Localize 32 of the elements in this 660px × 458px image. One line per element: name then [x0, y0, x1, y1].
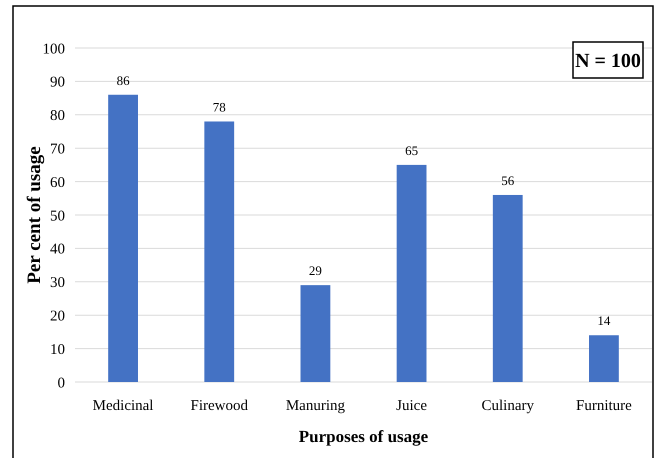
y-tick-label: 60: [50, 174, 65, 191]
bar: [204, 121, 234, 382]
data-label: 56: [501, 172, 515, 188]
y-tick-label: 80: [50, 108, 65, 124]
data-label: 86: [116, 72, 130, 88]
x-tick-label: Juice: [396, 398, 428, 414]
x-tick-label: Furniture: [576, 398, 632, 414]
y-tick-label: 40: [50, 242, 65, 258]
x-axis-title: Purposes of usage: [298, 427, 429, 446]
x-tick-label: Firewood: [190, 398, 248, 414]
bar: [108, 94, 138, 382]
data-label: 78: [212, 99, 226, 114]
y-tick-label: 50: [50, 208, 65, 224]
y-tick-label: 20: [50, 308, 65, 324]
data-label: 65: [405, 142, 418, 158]
data-label: 29: [308, 263, 322, 278]
bar: [396, 164, 426, 382]
x-tick-label: Culinary: [482, 398, 534, 414]
bar: [492, 194, 523, 382]
data-label: 14: [597, 313, 611, 328]
bar: [300, 285, 330, 382]
y-axis-title: Per cent of usage: [24, 146, 45, 284]
y-tick-label: 10: [50, 342, 65, 358]
annotation: N = 100: [575, 50, 641, 72]
y-tick-label: 70: [50, 141, 65, 158]
y-tick-label: 30: [50, 275, 65, 292]
bar: [589, 335, 619, 382]
x-tick-label: Manuring: [286, 398, 346, 414]
y-tick-label: 0: [58, 375, 65, 392]
y-tick-label: 100: [42, 41, 65, 58]
x-tick-label: Medicinal: [92, 398, 154, 414]
y-tick-label: 90: [50, 74, 65, 91]
